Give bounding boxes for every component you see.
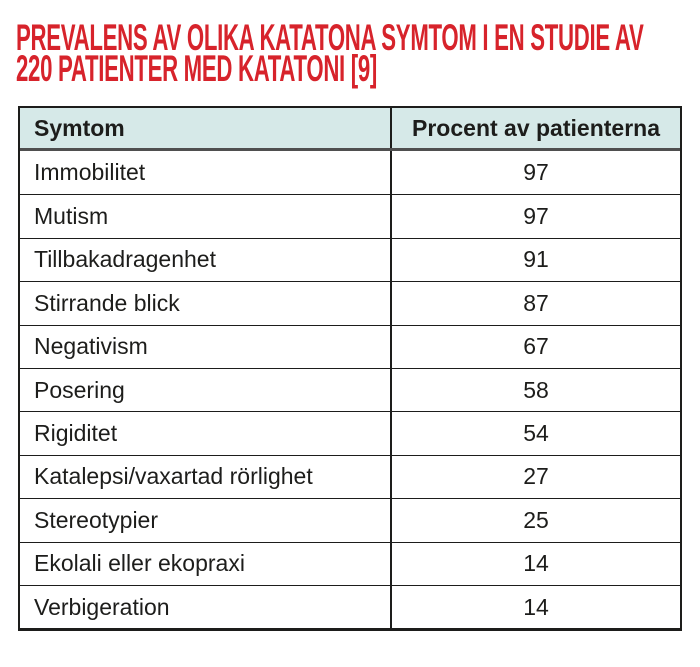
table-row: Verbigeration 14: [20, 584, 680, 629]
symptom-cell: Rigiditet: [34, 420, 118, 447]
symptom-cell: Stirrande blick: [34, 289, 180, 316]
table-row: Stereotypier 25: [20, 498, 680, 542]
percent-cell: 14: [390, 585, 680, 629]
symptom-cell: Posering: [34, 376, 125, 403]
percent-cell: 97: [390, 151, 680, 195]
table-row: Katalepsi/vaxartad rörlighet 27: [20, 454, 680, 499]
table-row: Posering 58: [20, 367, 680, 412]
symptom-cell: Negativism: [34, 333, 148, 360]
symptom-prevalence-table: Symtom Procent av patienterna Immobilite…: [18, 106, 682, 632]
symptom-cell: Katalepsi/vaxartad rörlighet: [34, 463, 313, 490]
symptom-cell: Mutism: [34, 203, 109, 230]
table-row: Immobilitet 97: [20, 151, 680, 195]
table-row: Negativism 67: [20, 324, 680, 368]
column-header-percent: Procent av patienterna: [390, 108, 680, 148]
percent-cell: 25: [390, 499, 680, 542]
percent-cell: 27: [390, 455, 680, 499]
table-row: Ekolali eller ekopraxi 14: [20, 541, 680, 585]
percent-cell: 87: [390, 282, 680, 325]
table-header-row: Symtom Procent av patienterna: [20, 108, 680, 151]
table-row: Stirrande blick 87: [20, 281, 680, 325]
table-row: Mutism 97: [20, 194, 680, 238]
percent-cell: 97: [390, 195, 680, 238]
title-line-2: 220 PATIENTER MED KATATONI [9]: [16, 48, 378, 89]
table-row: Tillbakadragenhet 91: [20, 237, 680, 282]
title-line-1: PREVALENS AV OLIKA KATATONA SYMTOM I EN …: [16, 17, 644, 58]
symptom-cell: Ekolali eller ekopraxi: [34, 550, 245, 577]
symptom-cell: Immobilitet: [34, 159, 146, 186]
percent-cell: 91: [390, 238, 680, 282]
table-row: Rigiditet 54: [20, 411, 680, 455]
percent-cell: 67: [390, 325, 680, 368]
symptom-cell: Tillbakadragenhet: [34, 246, 216, 273]
symptom-cell: Stereotypier: [34, 506, 159, 533]
column-header-symptom: Symtom: [34, 114, 125, 141]
percent-cell: 14: [390, 542, 680, 585]
percent-cell: 58: [390, 368, 680, 412]
table-body: Immobilitet 97 Mutism 97 Tillbakadragenh…: [20, 151, 680, 629]
page-title: PREVALENS AV OLIKA KATATONA SYMTOM I EN …: [16, 17, 700, 89]
symptom-cell: Verbigeration: [34, 593, 170, 620]
percent-cell: 54: [390, 412, 680, 455]
